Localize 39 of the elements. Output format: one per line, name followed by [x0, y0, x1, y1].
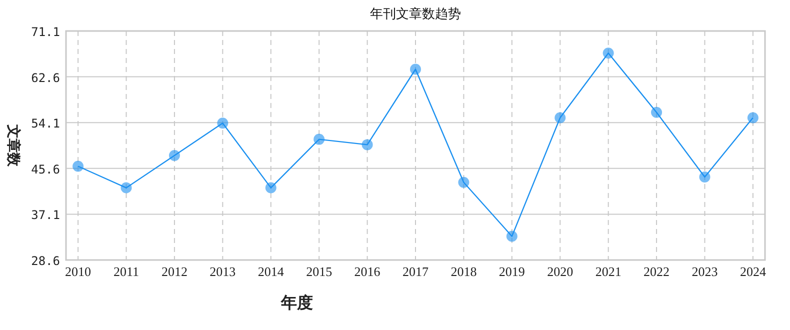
y-tick-label: 71.1 — [31, 25, 60, 39]
y-tick-label: 62.6 — [31, 70, 60, 85]
x-tick-label: 2024 — [740, 264, 766, 279]
point — [265, 182, 276, 194]
y-tick-label: 28.6 — [31, 254, 60, 268]
x-tick-label: 2011 — [113, 264, 140, 279]
x-tick-label: 2010 — [65, 264, 92, 279]
y-tick-label: 54.1 — [31, 116, 60, 131]
point — [506, 230, 518, 242]
x-tick-label: 2014 — [258, 264, 284, 279]
point — [72, 160, 84, 172]
x-tick-label: 2023 — [692, 264, 718, 279]
point — [410, 64, 421, 75]
x-tick-label: 2021 — [595, 264, 622, 279]
point — [554, 112, 566, 124]
x-tick-label: 2017 — [402, 264, 429, 279]
point — [120, 182, 132, 194]
y-axis-title: 文章数 — [5, 124, 22, 168]
point — [217, 118, 228, 129]
y-tick-label: 45.6 — [31, 162, 60, 176]
x-tick-label: 2015 — [306, 264, 332, 279]
point — [699, 172, 710, 183]
x-axis-title: 年度 — [280, 293, 313, 312]
x-tick-label: 2020 — [547, 264, 574, 279]
x-tick-label: 2019 — [498, 264, 525, 279]
x-tick-label: 2013 — [210, 264, 236, 279]
point — [651, 106, 662, 118]
point — [747, 112, 758, 124]
point — [458, 176, 470, 188]
x-tick-label: 2022 — [644, 264, 670, 279]
x-tick-label: 2018 — [450, 264, 477, 279]
chart-title: 年刊文章数趋势 — [370, 7, 461, 22]
point — [602, 48, 614, 59]
point — [314, 134, 325, 145]
x-tick-label: 2016 — [354, 264, 381, 279]
point — [362, 139, 373, 150]
y-tick-label: 37.1 — [31, 208, 60, 222]
point — [168, 150, 180, 161]
x-tick-label: 2012 — [161, 264, 188, 279]
